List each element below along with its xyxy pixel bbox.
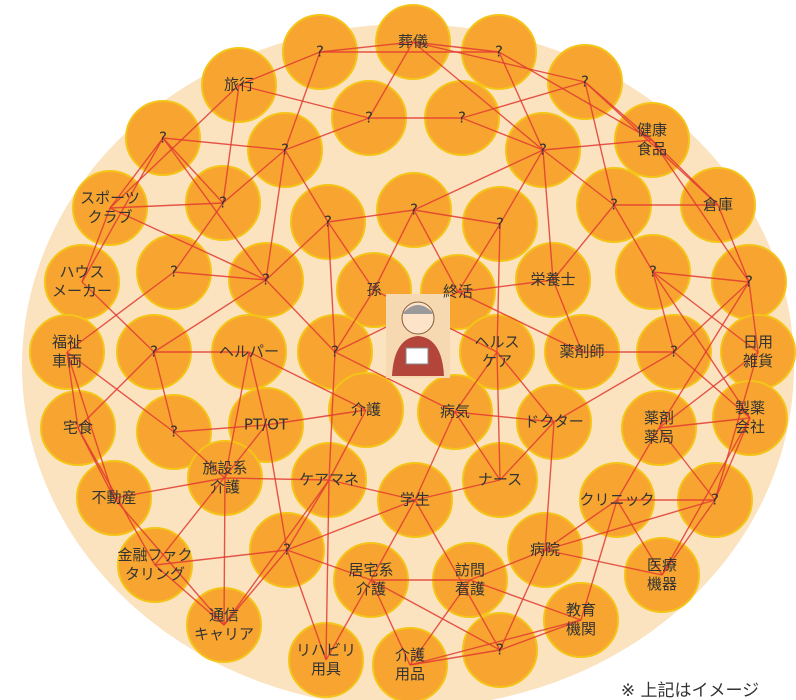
node-label: 福祉 <box>52 333 82 351</box>
node-label: キャリア <box>194 625 254 643</box>
node-label: 車両 <box>52 352 82 370</box>
node-label: ? <box>711 491 719 509</box>
node-label: ? <box>170 423 178 441</box>
node-label: ? <box>281 141 289 159</box>
node-label: 孫 <box>366 281 381 299</box>
node-label: 宅食 <box>63 419 93 437</box>
node-label: 倉庫 <box>703 196 733 214</box>
note: ※ 上記はイメージ <box>621 681 759 700</box>
node-label: 薬剤 <box>644 409 674 427</box>
node-label: 薬剤師 <box>559 343 604 361</box>
node-label: 介護 <box>356 580 386 598</box>
node-label: 不動産 <box>91 489 136 507</box>
node-label: 食品 <box>637 140 667 158</box>
node-label: 金融ファク <box>117 546 192 564</box>
node-label: 介護 <box>210 478 240 496</box>
node-label: 健康 <box>637 121 667 139</box>
node-label: メーカー <box>52 282 112 300</box>
node-label: ヘルス <box>474 333 519 351</box>
node-label: 雑貨 <box>743 352 773 370</box>
node-label: 看護 <box>455 580 485 598</box>
node-label: 施設系 <box>202 459 247 477</box>
node-label: 機器 <box>647 575 677 593</box>
node-label: ? <box>495 43 503 61</box>
node-label: ハウス <box>59 263 104 281</box>
node-label: ? <box>159 129 167 147</box>
node-label: 薬局 <box>644 428 674 446</box>
node-label: スポーツ <box>80 189 140 207</box>
node-label: 葬儀 <box>398 33 428 51</box>
node-label: 旅行 <box>224 76 254 94</box>
node-label: 用品 <box>395 665 425 683</box>
node-label: ヘルパー <box>219 343 279 361</box>
node-label: ? <box>283 541 291 559</box>
node-label: ? <box>670 343 678 361</box>
node-label: ? <box>331 343 339 361</box>
elderly-figure <box>386 294 450 378</box>
node-label: 用具 <box>311 660 341 678</box>
node-label: ドクター <box>524 413 583 431</box>
node-label: 学生 <box>400 491 430 509</box>
node-label: ? <box>150 343 158 361</box>
node-label: 日用 <box>743 333 773 351</box>
node-label: 病院 <box>530 541 560 559</box>
node-label: 介護 <box>351 401 381 419</box>
node-label: 訪問 <box>455 561 485 579</box>
network-diagram: ※ 上記はイメージ ? 葬儀?? 旅行??? 健康食品?? スポーツクラブ????? 倉庫… <box>0 0 796 700</box>
node-label: ? <box>324 213 332 231</box>
node-label: ケアマネ <box>299 471 359 489</box>
node-label: ? <box>458 109 466 127</box>
node-label: ? <box>219 194 227 212</box>
node-label: ? <box>170 263 178 281</box>
node-label: ナース <box>478 471 522 489</box>
node-label: ? <box>410 201 418 219</box>
node-label: ケア <box>482 352 512 370</box>
node-label: ? <box>365 109 373 127</box>
node-label: 製薬 <box>735 399 765 417</box>
node-label: 居宅系 <box>348 561 393 579</box>
node-label: PT/OT <box>244 416 289 434</box>
figure-paper <box>406 348 428 364</box>
node-label: ? <box>262 271 270 289</box>
node-label: 通信 <box>209 606 239 624</box>
node-label: 栄養士 <box>530 271 575 289</box>
node-label: ? <box>649 263 657 281</box>
node-label: 終活 <box>443 283 473 301</box>
node-label: ? <box>745 273 753 291</box>
node-label: 医療 <box>647 556 677 574</box>
node-label: 病気 <box>440 403 470 421</box>
node-label: 機関 <box>566 620 596 638</box>
node-label: ? <box>581 73 589 91</box>
node-label: ? <box>316 43 324 61</box>
node-label: 会社 <box>735 418 765 436</box>
node-label: 介護 <box>395 646 425 664</box>
node-label: タリング <box>125 565 185 583</box>
link <box>224 478 225 625</box>
node-label: ? <box>496 641 504 659</box>
node-label: ? <box>539 141 547 159</box>
node-label: リハビリ <box>296 641 356 659</box>
node-label: クリニック <box>579 491 654 509</box>
node-label: クラブ <box>87 208 132 226</box>
node-label: ? <box>610 196 618 214</box>
node-label: ? <box>496 215 504 233</box>
node-label: 教育 <box>566 601 596 619</box>
